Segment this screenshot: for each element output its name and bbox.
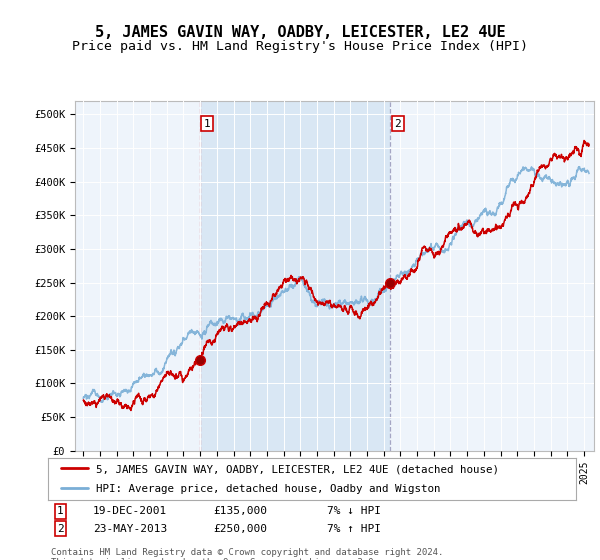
Bar xyxy=(200,101,390,451)
Text: £250,000: £250,000 xyxy=(213,524,267,534)
Text: 7% ↓ HPI: 7% ↓ HPI xyxy=(327,506,381,516)
Text: 7% ↑ HPI: 7% ↑ HPI xyxy=(327,524,381,534)
Text: Price paid vs. HM Land Registry's House Price Index (HPI): Price paid vs. HM Land Registry's House … xyxy=(72,40,528,53)
Text: 5, JAMES GAVIN WAY, OADBY, LEICESTER, LE2 4UE: 5, JAMES GAVIN WAY, OADBY, LEICESTER, LE… xyxy=(95,25,505,40)
Text: 5, JAMES GAVIN WAY, OADBY, LEICESTER, LE2 4UE (detached house): 5, JAMES GAVIN WAY, OADBY, LEICESTER, LE… xyxy=(95,464,499,474)
Text: Contains HM Land Registry data © Crown copyright and database right 2024.
This d: Contains HM Land Registry data © Crown c… xyxy=(51,548,443,560)
Text: 19-DEC-2001: 19-DEC-2001 xyxy=(93,506,167,516)
Text: 1: 1 xyxy=(204,119,211,129)
Text: £135,000: £135,000 xyxy=(213,506,267,516)
Text: 2: 2 xyxy=(57,524,64,534)
Text: 23-MAY-2013: 23-MAY-2013 xyxy=(93,524,167,534)
Text: 2: 2 xyxy=(394,119,401,129)
Text: 1: 1 xyxy=(57,506,64,516)
Text: HPI: Average price, detached house, Oadby and Wigston: HPI: Average price, detached house, Oadb… xyxy=(95,484,440,493)
